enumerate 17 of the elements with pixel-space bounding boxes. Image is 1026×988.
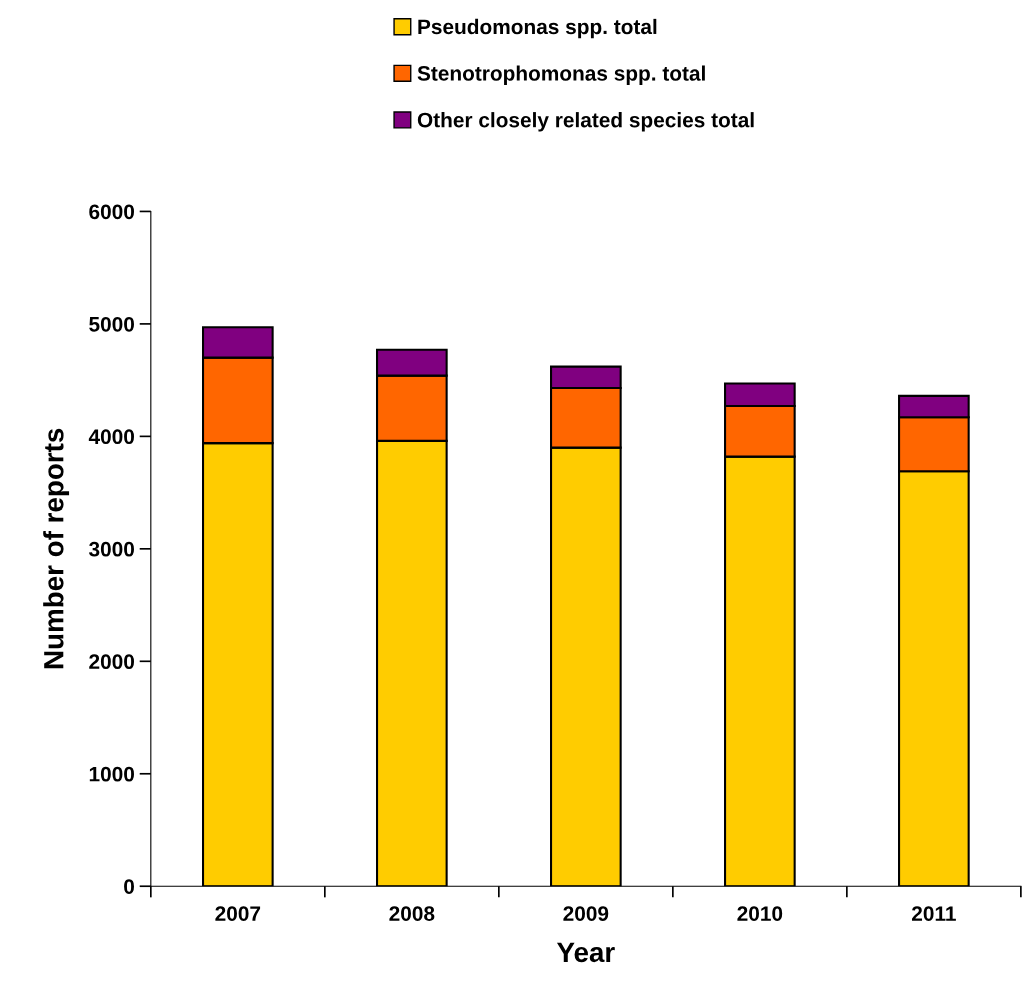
y-tick-label: 5000 — [89, 316, 134, 332]
legend-label: Pseudomonas spp. total — [418, 18, 657, 39]
y-tick-label: 3000 — [88, 541, 134, 557]
y-tick-label: 4000 — [88, 429, 134, 445]
x-tick-label: 2010 — [737, 906, 783, 921]
y-tick-label: 2000 — [89, 654, 134, 670]
y-tick-label: 0 — [124, 879, 134, 894]
y-axis-title: Number of reports — [43, 428, 70, 669]
x-tick-label: 2008 — [389, 906, 435, 921]
y-tick-label: 1000 — [89, 766, 134, 782]
x-tick-label: 2007 — [215, 906, 261, 921]
legend-label: Other closely related species total — [417, 112, 754, 132]
x-axis-title: Year — [556, 942, 615, 963]
x-tick-label: 2009 — [563, 906, 609, 921]
legend-label: Stenotrophomonas spp. total — [417, 65, 705, 85]
y-tick-label: 6000 — [89, 204, 134, 220]
x-tick-label: 2011 — [911, 906, 956, 921]
